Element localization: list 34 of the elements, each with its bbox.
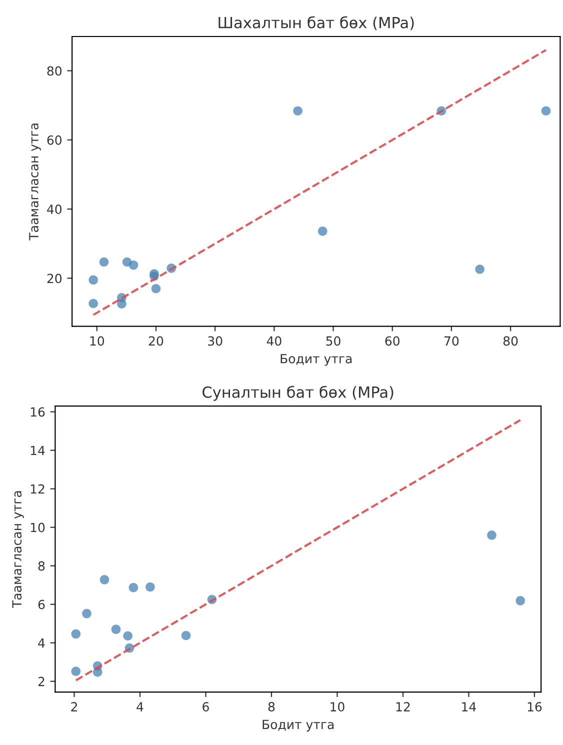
chart-title: Суналтын бат бөх (MPa) [202, 386, 394, 401]
chart-title: Шахалтын бат бөх (MPa) [218, 16, 414, 30]
y-tick-label: 60 [47, 135, 62, 145]
x-tick-label: 80 [503, 336, 518, 346]
x-tick-label: 6 [202, 702, 209, 712]
y-tick-label: 8 [38, 561, 45, 571]
x-tick-label: 16 [528, 702, 542, 712]
x-tick-label: 4 [136, 702, 144, 712]
y-tick-label: 2 [38, 676, 44, 686]
x-axis-title: Бодит утга [280, 354, 352, 366]
y-tick-label: 12 [30, 484, 44, 494]
x-axis-title: Бодит утга [262, 720, 334, 732]
y-tick-label: 16 [30, 407, 45, 417]
x-tick-label: 30 [208, 336, 222, 346]
x-tick-label: 40 [266, 336, 282, 346]
y-tick-label: 40 [47, 204, 62, 214]
x-tick-label: 60 [385, 336, 400, 346]
y-tick-label: 10 [30, 522, 45, 532]
y-tick-label: 6 [38, 600, 45, 610]
x-tick-label: 20 [148, 336, 164, 346]
x-tick-label: 8 [268, 702, 275, 712]
y-tick-label: 14 [30, 446, 45, 456]
y-axis-title: Таамагласан утга [29, 124, 41, 240]
x-tick-label: 10 [330, 702, 344, 712]
y-axis-title: Таамагласан утга [12, 491, 24, 608]
x-tick-label: 2 [71, 702, 77, 712]
x-tick-label: 10 [90, 336, 104, 346]
y-tick-label: 80 [47, 66, 62, 76]
y-tick-label: 20 [47, 274, 62, 284]
x-tick-label: 14 [462, 702, 476, 712]
y-tick-label: 4 [38, 638, 45, 648]
x-tick-label: 12 [396, 702, 410, 712]
x-tick-label: 70 [444, 336, 459, 346]
x-tick-label: 50 [326, 336, 340, 346]
